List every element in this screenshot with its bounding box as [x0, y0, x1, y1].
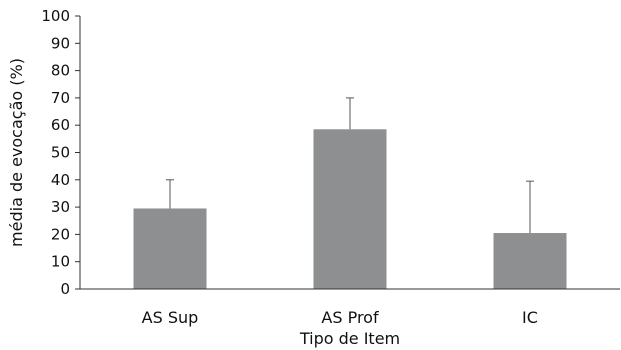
- x-axis-title: Tipo de Item: [299, 329, 400, 348]
- y-tick-label-50: 50: [51, 144, 70, 162]
- y-axis-ticks: 0 10 20 30 40 50 60 70 80 90 100: [41, 7, 80, 298]
- bars-group: [133, 129, 567, 289]
- y-tick-label-20: 20: [51, 225, 70, 243]
- y-tick-label-60: 60: [51, 116, 70, 134]
- y-tick-label-10: 10: [51, 253, 70, 271]
- y-tick-label-100: 100: [41, 7, 70, 25]
- x-category-label-as-sup: AS Sup: [142, 308, 199, 327]
- bar-ic: [493, 233, 567, 289]
- x-category-label-as-prof: AS Prof: [321, 308, 379, 327]
- y-tick-label-40: 40: [51, 171, 70, 189]
- y-axis-title: média de evocação (%): [7, 58, 26, 247]
- y-tick-label-80: 80: [51, 62, 70, 80]
- x-category-label-ic: IC: [522, 308, 538, 327]
- bar-as-sup: [133, 208, 207, 289]
- bar-as-prof: [313, 129, 387, 289]
- error-bars-group: [166, 97, 534, 234]
- y-tick-label-90: 90: [51, 34, 70, 52]
- y-tick-label-30: 30: [51, 198, 70, 216]
- y-tick-label-0: 0: [60, 280, 70, 298]
- x-axis-category-labels: AS Sup AS Prof IC: [142, 308, 538, 327]
- y-tick-label-70: 70: [51, 89, 70, 107]
